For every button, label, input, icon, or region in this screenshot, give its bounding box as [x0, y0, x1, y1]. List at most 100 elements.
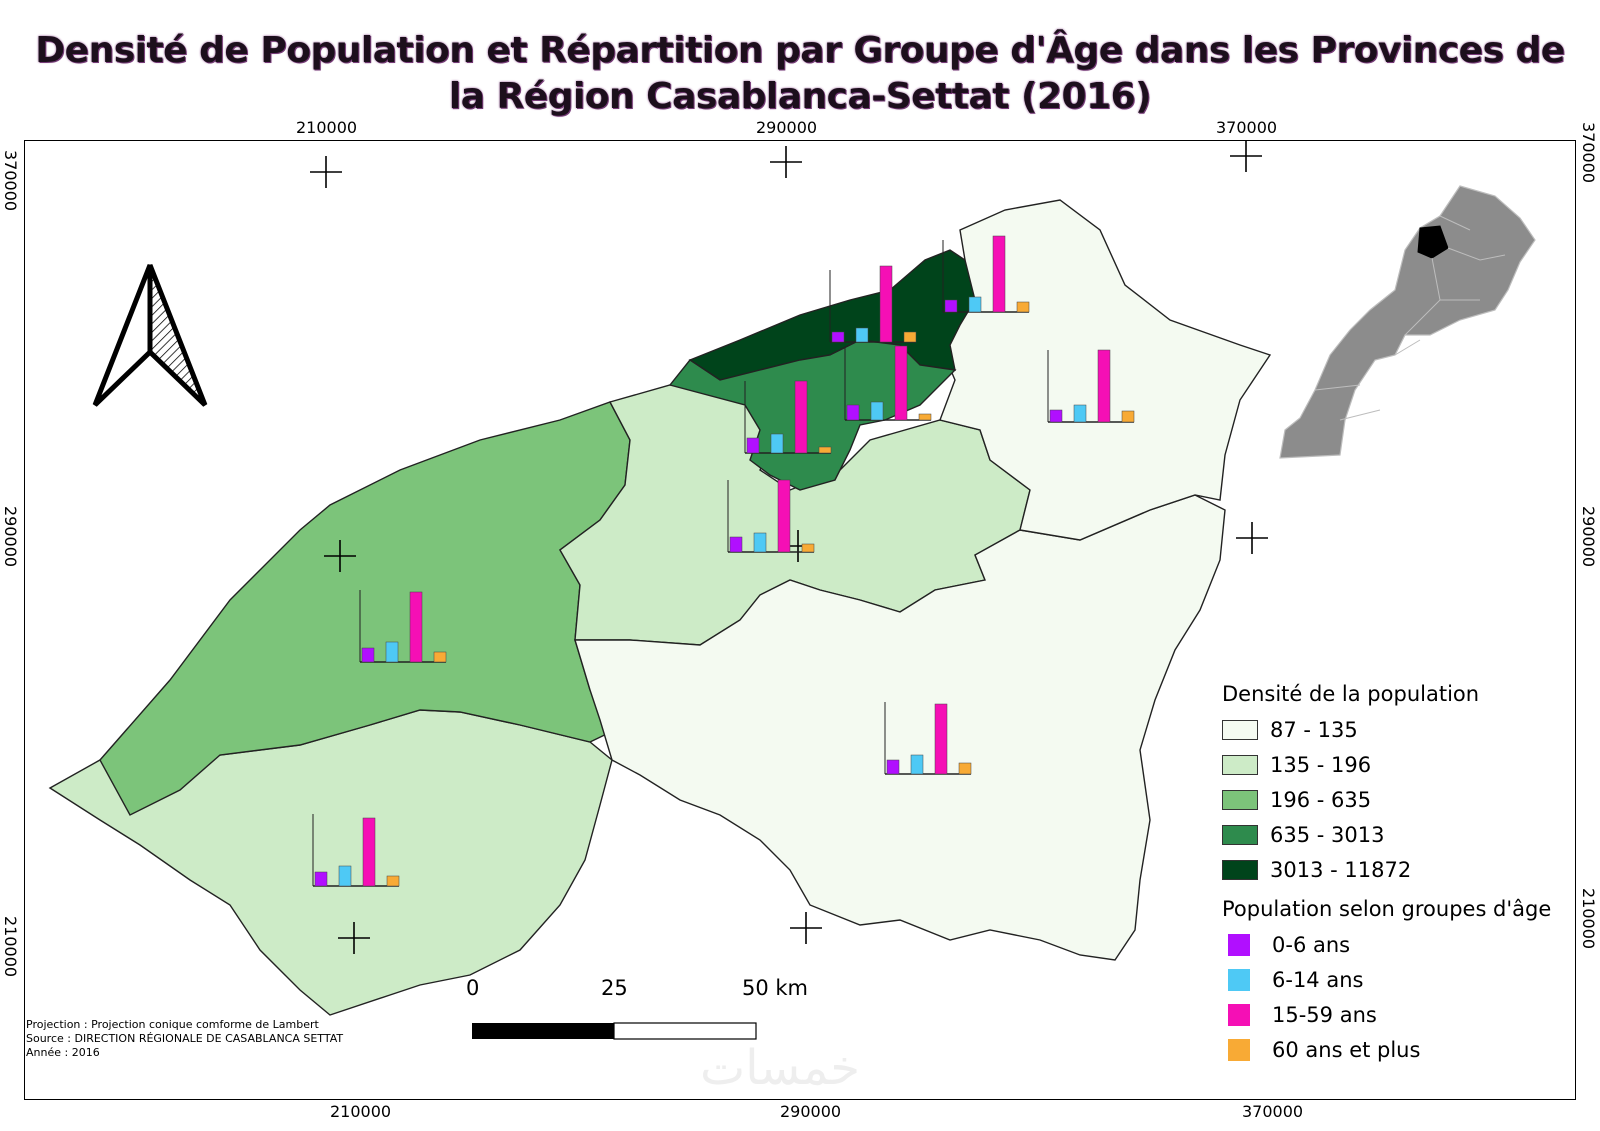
legend-label: 635 - 3013 — [1270, 822, 1385, 847]
legend-swatch — [1222, 824, 1258, 845]
scale-label-25: 25 — [601, 976, 628, 1000]
age-bar-0-6 — [314, 871, 328, 887]
legend-swatch — [1222, 754, 1258, 775]
legend-age-item: 6-14 ans — [1222, 962, 1562, 997]
age-bar-6-14 — [870, 401, 884, 421]
map-title-line-1: Densité de Population et Répartition par… — [35, 30, 1565, 71]
year-note: Année : 2016 — [26, 1046, 100, 1059]
map-frame — [24, 140, 1576, 1100]
grid-label-bottom-3: 370000 — [1242, 1102, 1304, 1121]
legend-density-item: 87 - 135 — [1222, 712, 1562, 747]
projection-note: Projection : Projection conique comforme… — [26, 1018, 319, 1031]
age-bar-6-14 — [968, 296, 982, 313]
age-bar-15-59 — [777, 479, 791, 553]
legend-label: 3013 - 11872 — [1270, 857, 1412, 882]
legend: Densité de la population 87 - 135 135 - … — [1222, 680, 1562, 1067]
legend-label: 60 ans et plus — [1272, 1037, 1421, 1062]
age-bar-0-6 — [831, 331, 845, 343]
age-bar-0-6 — [1049, 409, 1063, 423]
age-bar-15-59 — [794, 380, 808, 454]
legend-label: 87 - 135 — [1270, 717, 1358, 742]
legend-density-item: 196 - 635 — [1222, 782, 1562, 817]
age-bar-60-plus — [386, 875, 400, 887]
age-bar-0-6 — [746, 437, 760, 454]
grid-label-top-3: 370000 — [1216, 118, 1278, 137]
age-bar-15-59 — [934, 703, 948, 775]
legend-density-item: 135 - 196 — [1222, 747, 1562, 782]
age-bar-60-plus — [918, 413, 932, 421]
grid-label-top-1: 210000 — [296, 118, 358, 137]
legend-age-item: 60 ans et plus — [1222, 1032, 1562, 1067]
legend-swatch — [1228, 968, 1250, 991]
age-bar-0-6 — [361, 647, 375, 663]
legend-swatch — [1222, 789, 1258, 810]
age-bar-chart — [942, 235, 1030, 313]
age-bar-60-plus — [958, 762, 972, 775]
age-bar-60-plus — [1121, 410, 1135, 423]
age-bar-6-14 — [385, 641, 399, 663]
age-bar-0-6 — [729, 536, 743, 553]
age-bar-6-14 — [338, 865, 352, 887]
age-bar-chart — [312, 814, 400, 887]
age-bar-15-59 — [409, 591, 423, 663]
legend-density-item: 635 - 3013 — [1222, 817, 1562, 852]
legend-label: 135 - 196 — [1270, 752, 1372, 777]
age-bar-0-6 — [886, 759, 900, 775]
legend-swatch — [1222, 719, 1258, 740]
grid-label-bottom-2: 290000 — [780, 1102, 842, 1121]
scale-bar — [472, 1022, 757, 1040]
age-bar-15-59 — [362, 817, 376, 887]
age-bar-6-14 — [753, 532, 767, 553]
age-bar-chart — [744, 380, 832, 454]
age-group-charts — [312, 235, 1135, 887]
legend-age-title: Population selon groupes d'âge — [1222, 897, 1552, 921]
province-mediouna — [668, 339, 957, 491]
north-arrow-icon — [92, 264, 208, 407]
age-bar-0-6 — [846, 404, 860, 421]
grid-label-bottom-1: 210000 — [330, 1102, 392, 1121]
watermark: خمسات — [700, 1040, 861, 1096]
legend-swatch — [1228, 933, 1250, 956]
legend-density-title: Densité de la population — [1222, 682, 1480, 706]
age-bar-15-59 — [992, 235, 1006, 313]
scale-label-50: 50 km — [742, 976, 809, 1000]
province-south — [574, 494, 1226, 961]
age-bar-chart — [884, 702, 972, 775]
map-title-line-2: la Région Casablanca-Settat (2016) — [448, 76, 1152, 117]
age-bar-60-plus — [818, 446, 832, 454]
age-bar-15-59 — [1097, 349, 1111, 423]
age-bar-chart — [844, 345, 932, 421]
source-note: Source : DIRECTION RÉGIONALE DE CASABLAN… — [26, 1032, 344, 1045]
legend-label: 15-59 ans — [1272, 1002, 1377, 1027]
age-bar-60-plus — [1016, 301, 1030, 313]
age-bar-chart — [727, 479, 815, 553]
age-bar-chart — [1047, 349, 1135, 423]
grid-crosses — [310, 140, 1268, 954]
legend-swatch — [1228, 1038, 1250, 1061]
age-bar-15-59 — [879, 265, 893, 343]
age-bar-15-59 — [894, 345, 908, 421]
age-bar-6-14 — [770, 433, 784, 454]
age-bar-chart — [829, 265, 917, 343]
map-notes: Projection : Projection conique comforme… — [26, 1018, 343, 1060]
age-bar-6-14 — [910, 754, 924, 775]
legend-swatch — [1222, 859, 1258, 880]
age-bar-60-plus — [801, 543, 815, 553]
age-bar-60-plus — [433, 651, 447, 663]
scale-label-0: 0 — [466, 976, 480, 1000]
map-title: Densité de Population et Répartition par… — [0, 28, 1600, 120]
legend-label: 0-6 ans — [1272, 932, 1351, 957]
inset-morocco-map — [1279, 185, 1536, 459]
age-bar-6-14 — [855, 327, 869, 343]
age-bar-0-6 — [944, 299, 958, 313]
legend-swatch — [1228, 1003, 1250, 1026]
legend-density-item: 3013 - 11872 — [1222, 852, 1562, 887]
age-bar-6-14 — [1073, 404, 1087, 423]
age-bar-60-plus — [903, 331, 917, 343]
legend-label: 6-14 ans — [1272, 967, 1364, 992]
grid-label-top-2: 290000 — [756, 118, 818, 137]
legend-age-item: 0-6 ans — [1222, 927, 1562, 962]
age-bar-chart — [359, 590, 447, 663]
legend-label: 196 - 635 — [1270, 787, 1372, 812]
